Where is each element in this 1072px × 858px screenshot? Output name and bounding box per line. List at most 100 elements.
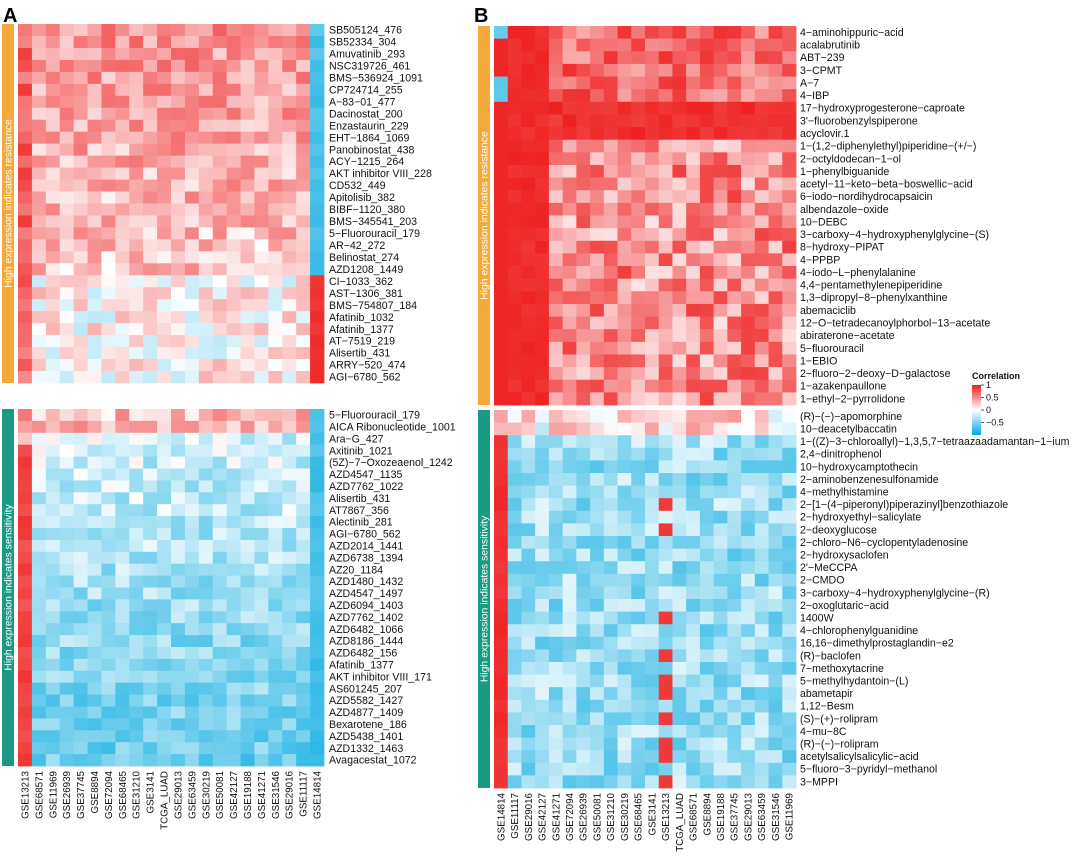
heatmap-cell: [562, 725, 577, 738]
heatmap-cell: [87, 599, 102, 612]
heatmap-cell: [171, 528, 186, 541]
heatmap-cell: [507, 278, 522, 292]
heatmap-cell: [645, 510, 660, 524]
heatmap-cell: [310, 263, 325, 276]
row-label: 1−(1,2−diphenylethyl)piperidine−(+/−): [800, 141, 976, 153]
heatmap-cell: [171, 47, 186, 61]
heatmap-cell: [590, 190, 605, 204]
heatmap-cell: [115, 635, 130, 648]
heatmap-cell: [129, 539, 144, 553]
heatmap-cell: [157, 504, 172, 517]
row-label: Axitinib_1021: [329, 445, 393, 457]
heatmap-cell: [240, 95, 255, 109]
heatmap-cell: [658, 303, 673, 317]
heatmap-cell: [101, 516, 116, 529]
heatmap-cell: [198, 371, 214, 384]
heatmap-cell: [727, 266, 742, 280]
heatmap-cell: [617, 177, 632, 191]
heatmap-cell: [768, 687, 783, 701]
heatmap-cell: [226, 131, 241, 145]
heatmap-cell: [658, 63, 673, 77]
heatmap-cell: [686, 473, 701, 486]
heatmap-cell: [782, 674, 797, 688]
heatmap-cell: [535, 152, 550, 166]
heatmap-cell: [521, 114, 536, 128]
heatmap-cell: [603, 114, 618, 128]
heatmap-cell: [171, 251, 186, 264]
heatmap-cell: [617, 611, 632, 625]
heatmap-cell: [741, 473, 756, 486]
heatmap-cell: [296, 599, 311, 612]
heatmap-cell: [713, 573, 728, 587]
heatmap-cell: [548, 435, 564, 449]
heatmap-cell: [45, 420, 61, 434]
heatmap-cell: [713, 51, 728, 65]
heatmap-cell: [782, 498, 797, 512]
heatmap-cell: [87, 275, 102, 288]
heatmap-cell: [59, 480, 75, 493]
heatmap-cell: [18, 215, 33, 228]
heatmap-cell: [143, 71, 158, 85]
heatmap-cell: [101, 335, 116, 348]
heatmap-cell: [129, 611, 144, 624]
heatmap-cell: [672, 624, 687, 638]
heatmap-cell: [143, 287, 158, 300]
heatmap-cell: [713, 164, 728, 178]
heatmap-cell: [268, 516, 283, 529]
heatmap-cell: [782, 26, 797, 40]
heatmap-cell: [143, 59, 158, 73]
heatmap-cell: [631, 699, 646, 713]
heatmap-cell: [699, 662, 715, 675]
heatmap-cell: [754, 775, 769, 789]
heatmap-cell: [741, 215, 756, 229]
heatmap-cell: [507, 636, 522, 650]
heatmap-cell: [548, 164, 564, 178]
heatmap-cell: [548, 624, 564, 638]
row-label: BMS−536924_1091: [329, 72, 423, 84]
heatmap-cell: [507, 699, 522, 713]
column-label: GSE41271: [551, 793, 562, 841]
heatmap-cell: [548, 586, 564, 600]
heatmap-cell: [768, 699, 783, 713]
heatmap-cell: [686, 750, 701, 764]
heatmap-cell: [782, 649, 797, 663]
heatmap-cell: [686, 253, 701, 267]
heatmap-cell: [768, 76, 783, 90]
heatmap-cell: [59, 718, 75, 731]
heatmap-cell: [521, 89, 536, 103]
heatmap-cell: [59, 635, 75, 648]
heatmap-cell: [226, 539, 241, 553]
heatmap-cell: [296, 251, 311, 264]
heatmap-cell: [754, 152, 769, 166]
heatmap-cell: [310, 71, 325, 85]
row-label: 3−CPMT: [800, 65, 843, 77]
heatmap-cell: [115, 263, 130, 276]
heatmap-cell: [645, 354, 660, 368]
heatmap-cell: [672, 139, 687, 153]
heatmap-cell: [143, 575, 158, 588]
heatmap-cell: [310, 670, 325, 684]
heatmap-cell: [754, 611, 769, 625]
heatmap-cell: [143, 299, 158, 312]
heatmap-cell: [782, 177, 797, 191]
heatmap-cell: [741, 460, 756, 474]
heatmap-cell: [184, 179, 200, 192]
heatmap-cell: [226, 47, 241, 61]
heatmap-cell: [521, 485, 536, 499]
heatmap-cell: [631, 253, 646, 267]
heatmap-cell: [521, 410, 536, 423]
heatmap-cell: [686, 215, 701, 229]
heatmap-cell: [603, 202, 618, 216]
heatmap-cell: [603, 177, 618, 191]
heatmap-cell: [18, 432, 33, 446]
heatmap-cell: [226, 167, 241, 180]
heatmap-cell: [713, 177, 728, 191]
heatmap-cell: [617, 699, 632, 713]
heatmap-cell: [562, 26, 577, 40]
heatmap-cell: [507, 240, 522, 254]
heatmap-cell: [129, 155, 144, 168]
heatmap-cell: [226, 287, 241, 300]
heatmap-cell: [576, 662, 591, 675]
heatmap-cell: [727, 101, 742, 115]
heatmap-cell: [171, 263, 186, 276]
